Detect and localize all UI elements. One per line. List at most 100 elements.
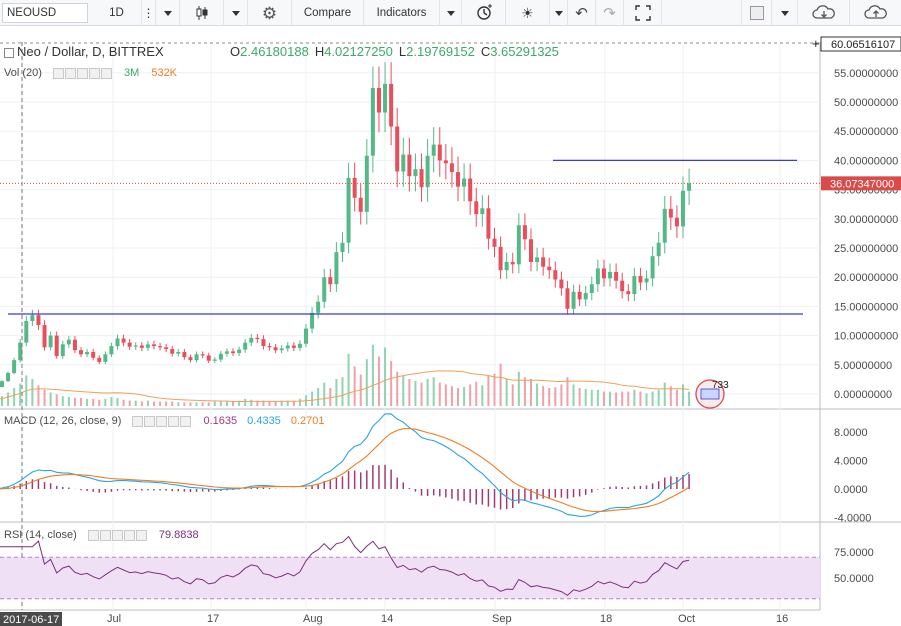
alert-icon[interactable]	[462, 0, 506, 26]
volume-bar	[377, 356, 380, 406]
time-tick-label: Jul	[107, 613, 121, 625]
collapse-icon[interactable]	[4, 47, 14, 58]
candle-body	[376, 87, 381, 113]
volume-bar	[609, 391, 612, 406]
fullscreen-icon[interactable]	[624, 0, 662, 26]
volume-bar	[298, 398, 301, 406]
volume-bar	[481, 385, 484, 406]
candle-body	[413, 169, 418, 177]
volume-bar	[262, 400, 265, 406]
volume-bar	[128, 400, 131, 406]
candle-body	[66, 339, 71, 345]
candle-body	[24, 321, 29, 343]
candle-body	[97, 357, 102, 362]
chart-type-dropdown-icon[interactable]	[224, 0, 248, 26]
price-tick-label: 45.00000000	[834, 126, 898, 138]
volume-bar	[19, 383, 22, 406]
candle-body	[200, 354, 205, 356]
undo-icon[interactable]: ↶	[568, 0, 596, 26]
candle-body	[182, 351, 187, 358]
volume-bar	[438, 382, 441, 406]
ohlc-readout: O2.46180188 H4.02127250 L2.19769152 C3.6529…	[230, 44, 559, 59]
candle-body	[620, 280, 625, 292]
candle-body	[231, 351, 236, 354]
top-value-tag: 60.06516107	[831, 39, 895, 51]
volume-bar	[323, 382, 326, 406]
candle-body	[285, 345, 290, 349]
candle-body	[304, 328, 308, 344]
volume-bar	[189, 402, 192, 406]
candle-body	[316, 301, 321, 313]
layout-dropdown-icon[interactable]	[772, 0, 798, 26]
volume-bar	[584, 388, 587, 406]
volume-bar	[566, 377, 569, 406]
candle-body	[60, 344, 65, 357]
volume-bar	[201, 402, 204, 406]
macd-indicator-buttons[interactable]	[132, 415, 192, 427]
cloud-download-icon[interactable]	[798, 0, 850, 26]
candle-body	[583, 292, 588, 300]
color-swatch-icon[interactable]	[742, 0, 772, 26]
cloud-upload-icon[interactable]	[850, 0, 901, 26]
interval-label: 1D	[109, 7, 124, 19]
candle-body	[389, 83, 394, 127]
interval-dropdown-icon[interactable]	[156, 0, 180, 26]
candle-body	[565, 288, 570, 309]
volume-bar	[639, 391, 642, 406]
volume-bar	[542, 386, 545, 406]
interval-menu-icon[interactable]: ⋮	[142, 0, 156, 26]
volume-bar	[286, 400, 289, 406]
volume-bar	[274, 401, 277, 406]
price-tick-label: 40.00000000	[834, 155, 898, 167]
candle-body	[237, 349, 242, 354]
compare-button[interactable]: Compare	[292, 0, 364, 26]
time-tick-label: Sep	[492, 613, 512, 625]
candle-body	[297, 343, 302, 348]
interval-button[interactable]: 1D	[92, 0, 142, 26]
candle-body	[322, 277, 327, 302]
candle-body	[522, 225, 527, 240]
candle-body	[12, 360, 17, 373]
volume-bar	[590, 389, 593, 406]
indicators-dropdown-icon[interactable]	[440, 0, 462, 26]
volume-bar	[244, 398, 247, 406]
redo-icon[interactable]: ↷	[596, 0, 624, 26]
volume-bar	[67, 397, 70, 406]
candle-body	[79, 350, 84, 355]
volume-bar	[663, 382, 666, 406]
volume-bar	[92, 398, 95, 406]
volume-indicator-buttons[interactable]	[52, 67, 113, 79]
volume-bar	[311, 391, 314, 406]
indicators-button[interactable]: Indicators	[364, 0, 440, 26]
symbol-search-input[interactable]	[2, 3, 88, 23]
lightbulb-dropdown-icon[interactable]	[550, 0, 568, 26]
gear-icon[interactable]: ⚙	[248, 0, 292, 26]
lightbulb-icon[interactable]: ☀	[506, 0, 550, 26]
macd-tick-label: -4.0000	[834, 513, 871, 525]
candle-body	[340, 242, 345, 253]
flag-badge-flag	[700, 388, 720, 400]
candle-body	[151, 344, 156, 347]
macd-tick-label: 4.0000	[834, 455, 868, 467]
volume-bar	[493, 373, 496, 406]
volume-bar	[7, 392, 10, 406]
candle-body	[662, 208, 667, 243]
volume-bar	[219, 401, 222, 406]
candle-body	[644, 278, 649, 283]
candle-body	[6, 372, 11, 382]
volume-bar	[73, 397, 76, 406]
volume-bar	[432, 377, 435, 406]
time-tick-label: Oct	[678, 613, 695, 625]
volume-bar	[0, 396, 3, 406]
volume-bar	[499, 363, 502, 406]
candle-body	[547, 266, 552, 271]
candle-body	[164, 347, 169, 350]
candle-body	[498, 246, 503, 271]
volume-bar	[511, 384, 514, 406]
rsi-indicator-buttons[interactable]	[87, 529, 148, 541]
candlestick-chart-type-icon[interactable]	[180, 0, 224, 26]
volume-bar	[615, 392, 618, 406]
candle-body	[687, 183, 692, 191]
volume-bar	[657, 389, 660, 406]
